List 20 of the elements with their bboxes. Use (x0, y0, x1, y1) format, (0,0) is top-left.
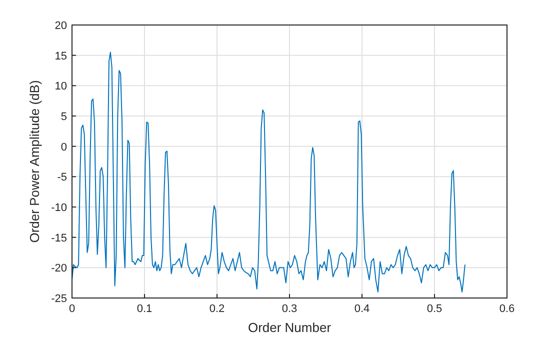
y-tick-label: 0 (60, 141, 67, 154)
y-tick-label: 20 (54, 20, 67, 32)
y-tick-label: -20 (51, 262, 67, 275)
y-tick-label: -5 (57, 172, 67, 184)
x-tick-label: 0.6 (499, 303, 515, 315)
x-axis-title: Order Number (248, 320, 332, 335)
y-axis-title: Order Power Amplitude (dB) (27, 80, 42, 243)
x-tick-label: 0.5 (426, 303, 442, 315)
y-tick-label: -10 (51, 202, 67, 214)
y-tick-label: -15 (51, 232, 67, 244)
y-tick-label: 15 (54, 50, 67, 62)
x-tick-label: 0.4 (354, 303, 370, 315)
y-tick-label: 5 (60, 111, 67, 123)
x-tick-label: 0 (68, 303, 76, 315)
x-tick-label: 0.3 (282, 303, 298, 315)
y-tick-label: -25 (51, 293, 67, 305)
x-tick-label: 0.1 (136, 303, 152, 315)
line-series (72, 52, 466, 292)
y-tick-label: 10 (54, 80, 67, 93)
x-tick-label: 0.2 (209, 303, 225, 315)
